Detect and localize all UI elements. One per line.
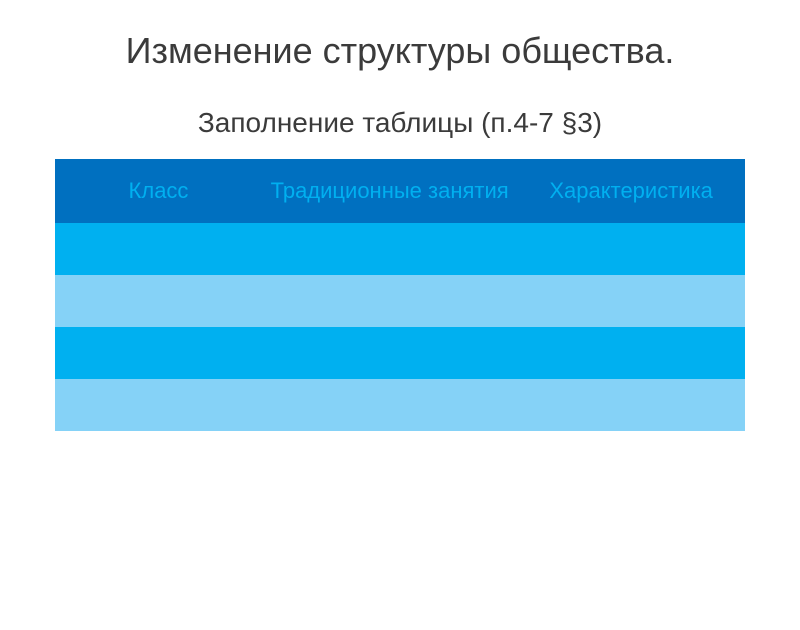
table-cell xyxy=(517,275,745,327)
table-cell xyxy=(517,327,745,379)
page-title: Изменение структуры общества. xyxy=(0,30,800,72)
table-row xyxy=(55,379,745,431)
table-wrapper: Класс Традиционные занятия Характеристик… xyxy=(0,159,800,431)
table-cell xyxy=(262,327,517,379)
table-cell xyxy=(262,379,517,431)
table-cell xyxy=(262,223,517,275)
structure-table: Класс Традиционные занятия Характеристик… xyxy=(55,159,745,431)
table-cell xyxy=(55,379,262,431)
table-row xyxy=(55,327,745,379)
table-cell xyxy=(55,275,262,327)
table-row xyxy=(55,275,745,327)
column-header-occupation: Традиционные занятия xyxy=(262,159,517,223)
table-row xyxy=(55,223,745,275)
table-cell xyxy=(517,223,745,275)
table-cell xyxy=(55,327,262,379)
page-subtitle: Заполнение таблицы (п.4-7 §3) xyxy=(0,107,800,139)
table-cell xyxy=(262,275,517,327)
table-header-row: Класс Традиционные занятия Характеристик… xyxy=(55,159,745,223)
column-header-class: Класс xyxy=(55,159,262,223)
column-header-characteristic: Характеристика xyxy=(517,159,745,223)
table-cell xyxy=(517,379,745,431)
table-cell xyxy=(55,223,262,275)
